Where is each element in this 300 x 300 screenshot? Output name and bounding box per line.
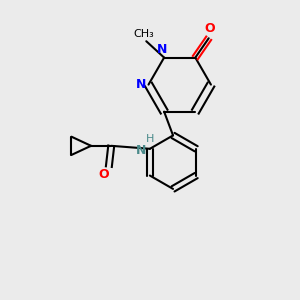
Text: N: N bbox=[136, 78, 146, 91]
Text: O: O bbox=[204, 22, 214, 35]
Text: CH₃: CH₃ bbox=[134, 29, 154, 39]
Text: N: N bbox=[157, 43, 167, 56]
Text: O: O bbox=[98, 168, 109, 181]
Text: H: H bbox=[146, 134, 155, 144]
Text: N: N bbox=[136, 144, 146, 157]
